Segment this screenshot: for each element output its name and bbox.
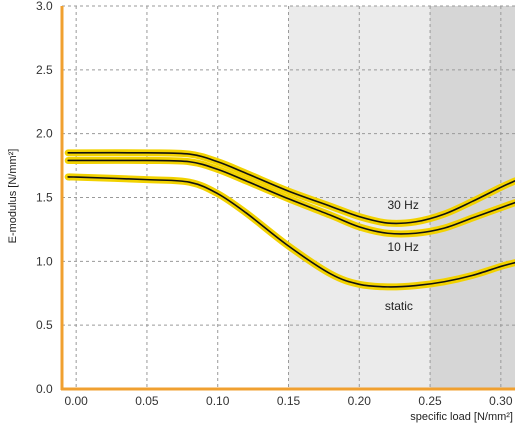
x-tick-label-0.15: 0.15 (277, 394, 301, 408)
series-group (64, 149, 515, 291)
y-tick-label-1.0: 1.0 (36, 254, 53, 268)
y-tick-label-0.5: 0.5 (36, 318, 53, 332)
y-tick-label-2.0: 2.0 (36, 127, 53, 141)
axes (60, 6, 515, 391)
y-axis-title: E-modulus [N/mm²] (7, 149, 19, 244)
y-tick-label-3.0: 3.0 (36, 0, 53, 13)
x-tick-label-0.25: 0.25 (418, 394, 442, 408)
grid-lines (62, 5, 515, 389)
series-30-hz (64, 149, 515, 227)
curve-label-10-hz: 10 Hz (387, 240, 418, 254)
x-tick-label-0.05: 0.05 (135, 394, 159, 408)
x-tick-label-0.20: 0.20 (348, 394, 372, 408)
series-line-static (67, 176, 515, 288)
curve-label-static: static (385, 299, 413, 313)
series-static (64, 173, 515, 291)
curve-labels: 30 Hz 10 Hz static (385, 198, 419, 313)
y-tick-label-1.5: 1.5 (36, 191, 53, 205)
x-axis-title: specific load [N/mm²] (410, 411, 513, 423)
y-tick-label-2.5: 2.5 (36, 63, 53, 77)
series-line-30-hz (67, 151, 515, 225)
x-tick-label-0.10: 0.10 (206, 394, 230, 408)
curve-label-30-hz: 30 Hz (387, 198, 418, 212)
series-10-hz (64, 156, 515, 238)
x-tick-label-0.30: 0.30 (489, 394, 513, 408)
series-line-10-hz (67, 159, 515, 235)
y-tick-label-0.0: 0.0 (36, 382, 53, 396)
tick-labels: 0.0 0.5 1.0 1.5 2.0 2.5 3.0 0.00 0.05 0.10 0.15 0.2… (36, 0, 513, 408)
x-tick-label-0.00: 0.00 (64, 394, 88, 408)
